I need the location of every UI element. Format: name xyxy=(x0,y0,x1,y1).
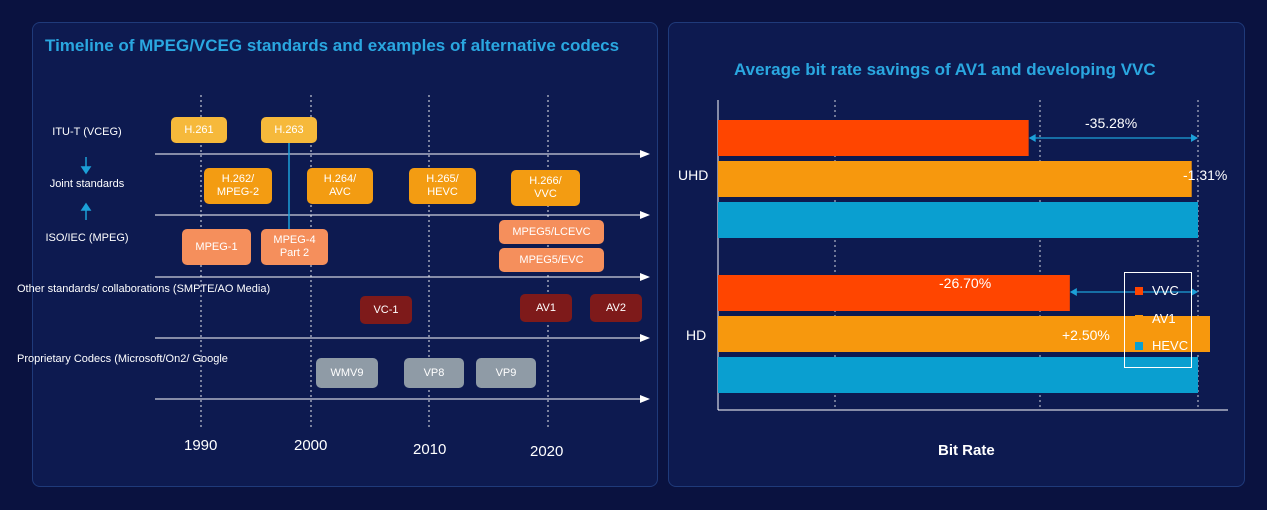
annotation-uhd-av1: -1.31% xyxy=(1183,167,1228,183)
codec-mpeg1: MPEG-1 xyxy=(182,229,251,265)
year-label-2020: 2020 xyxy=(530,443,564,460)
arrow-right-icon xyxy=(1191,134,1198,142)
legend-swatch xyxy=(1135,314,1143,323)
codec-h263: H.263 xyxy=(261,117,317,143)
legend-item-vvc: VVC xyxy=(1135,283,1179,298)
codec-wmv9: WMV9 xyxy=(316,358,378,388)
codec-h265: H.265/ HEVC xyxy=(409,168,476,204)
legend-swatch xyxy=(1135,286,1143,295)
arrow-right-icon xyxy=(1191,288,1198,296)
annotation-hd-vvc: -26.70% xyxy=(939,275,992,291)
year-label-1990: 1990 xyxy=(184,437,218,454)
chart-title: Average bit rate savings of AV1 and deve… xyxy=(734,60,1156,79)
bar-hd-av1 xyxy=(718,316,1210,352)
annotation-uhd-vvc: -35.28% xyxy=(1085,115,1138,131)
codec-av2: AV2 xyxy=(590,294,642,322)
arrowhead xyxy=(640,273,650,281)
chart-legend: VVC AV1 HEVC xyxy=(1124,272,1192,368)
codec-av1: AV1 xyxy=(520,294,572,322)
bar-uhd-hevc xyxy=(718,202,1198,238)
arrow-up-icon xyxy=(80,202,92,211)
bar-uhd-av1 xyxy=(718,161,1192,197)
category-label-hd: HD xyxy=(686,327,707,343)
year-label-2010: 2010 xyxy=(413,441,447,458)
bar-hd-hevc xyxy=(718,357,1198,393)
codec-vp8: VP8 xyxy=(404,358,464,388)
arrow-left-icon xyxy=(1028,134,1036,142)
codec-mpeg5-evc: MPEG5/EVC xyxy=(499,248,604,272)
codec-mpeg4: MPEG-4 Part 2 xyxy=(261,229,328,265)
timeline-title: Timeline of MPEG/VCEG standards and exam… xyxy=(45,36,620,55)
codec-h266: H.266/ VVC xyxy=(511,170,580,206)
row-label-itu: ITU-T (VCEG) xyxy=(52,126,122,138)
year-label-2000: 2000 xyxy=(294,437,328,454)
legend-item-hevc: HEVC xyxy=(1135,338,1188,353)
codec-h264: H.264/ AVC xyxy=(307,168,373,204)
bar-hd-vvc xyxy=(718,275,1070,311)
codec-h262: H.262/ MPEG-2 xyxy=(204,168,272,204)
x-axis-label: Bit Rate xyxy=(938,442,995,459)
arrowhead xyxy=(640,211,650,219)
legend-item-av1: AV1 xyxy=(1135,311,1176,326)
arrowhead xyxy=(640,334,650,342)
arrowhead xyxy=(640,150,650,158)
codec-h261: H.261 xyxy=(171,117,227,143)
arrow-down-icon xyxy=(80,166,92,175)
arrow-left-icon xyxy=(1069,288,1077,296)
category-label-uhd: UHD xyxy=(678,167,709,183)
legend-swatch xyxy=(1135,341,1143,350)
annotation-hd-av1: +2.50% xyxy=(1062,327,1110,343)
codec-vp9: VP9 xyxy=(476,358,536,388)
row-label-iso: ISO/IEC (MPEG) xyxy=(45,232,129,244)
row-label-joint: Joint standards xyxy=(49,178,125,190)
codec-mpeg5-lcevc: MPEG5/LCEVC xyxy=(499,220,604,244)
codec-vc1: VC-1 xyxy=(360,296,412,324)
bar-uhd-vvc xyxy=(718,120,1029,156)
arrowhead xyxy=(640,395,650,403)
